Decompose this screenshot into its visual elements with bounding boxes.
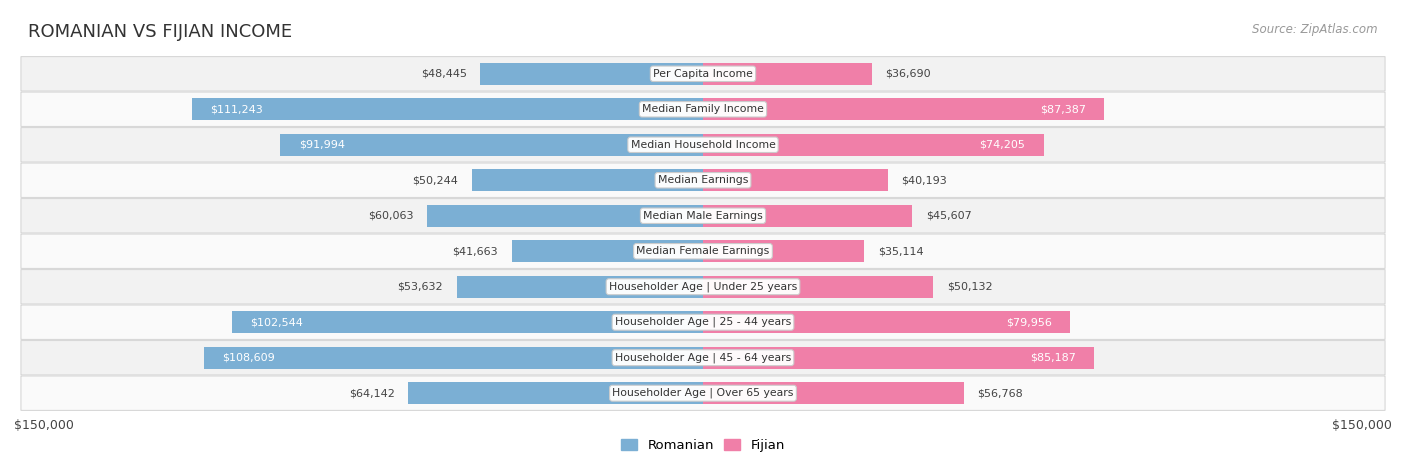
Bar	[703, 169, 887, 191]
Text: Source: ZipAtlas.com: Source: ZipAtlas.com	[1253, 23, 1378, 36]
Text: $111,243: $111,243	[211, 104, 263, 114]
Legend: Romanian, Fijian: Romanian, Fijian	[616, 434, 790, 458]
FancyBboxPatch shape	[21, 57, 1385, 91]
Text: Householder Age | 25 - 44 years: Householder Age | 25 - 44 years	[614, 317, 792, 327]
Text: $150,000: $150,000	[14, 419, 75, 432]
FancyBboxPatch shape	[21, 92, 1385, 127]
Bar	[427, 205, 703, 227]
FancyBboxPatch shape	[21, 163, 1385, 198]
Bar	[703, 311, 1070, 333]
Text: Householder Age | 45 - 64 years: Householder Age | 45 - 64 years	[614, 353, 792, 363]
Text: $64,142: $64,142	[349, 388, 395, 398]
Text: $74,205: $74,205	[980, 140, 1025, 150]
FancyBboxPatch shape	[21, 340, 1385, 375]
Bar	[703, 63, 872, 85]
Text: Householder Age | Over 65 years: Householder Age | Over 65 years	[612, 388, 794, 398]
Text: $36,690: $36,690	[886, 69, 931, 79]
Text: $79,956: $79,956	[1005, 317, 1052, 327]
Text: $41,663: $41,663	[453, 246, 498, 256]
Text: Householder Age | Under 25 years: Householder Age | Under 25 years	[609, 282, 797, 292]
Bar	[703, 347, 1094, 369]
Text: $50,132: $50,132	[948, 282, 993, 292]
Bar	[703, 382, 963, 404]
Bar	[703, 134, 1043, 156]
Text: $91,994: $91,994	[299, 140, 344, 150]
Text: Per Capita Income: Per Capita Income	[652, 69, 754, 79]
Text: Median Female Earnings: Median Female Earnings	[637, 246, 769, 256]
Bar	[512, 240, 703, 262]
Bar	[408, 382, 703, 404]
FancyBboxPatch shape	[21, 376, 1385, 410]
Text: $102,544: $102,544	[250, 317, 304, 327]
Text: Median Earnings: Median Earnings	[658, 175, 748, 185]
Text: $56,768: $56,768	[977, 388, 1024, 398]
FancyBboxPatch shape	[21, 198, 1385, 233]
Text: $87,387: $87,387	[1040, 104, 1085, 114]
Bar	[193, 98, 703, 120]
Bar	[204, 347, 703, 369]
Text: ROMANIAN VS FIJIAN INCOME: ROMANIAN VS FIJIAN INCOME	[28, 23, 292, 42]
FancyBboxPatch shape	[21, 234, 1385, 269]
Bar	[703, 98, 1104, 120]
Bar	[457, 276, 703, 298]
Bar	[703, 240, 865, 262]
Text: $60,063: $60,063	[368, 211, 413, 221]
Bar	[232, 311, 703, 333]
Text: $150,000: $150,000	[1331, 419, 1392, 432]
Bar	[472, 169, 703, 191]
Text: $40,193: $40,193	[901, 175, 948, 185]
Text: $50,244: $50,244	[412, 175, 458, 185]
Bar	[280, 134, 703, 156]
FancyBboxPatch shape	[21, 269, 1385, 304]
Text: Median Family Income: Median Family Income	[643, 104, 763, 114]
Text: $48,445: $48,445	[420, 69, 467, 79]
Text: Median Household Income: Median Household Income	[630, 140, 776, 150]
FancyBboxPatch shape	[21, 305, 1385, 340]
Text: $108,609: $108,609	[222, 353, 276, 363]
Text: $35,114: $35,114	[879, 246, 924, 256]
Text: $45,607: $45,607	[927, 211, 972, 221]
Bar	[481, 63, 703, 85]
Text: $53,632: $53,632	[398, 282, 443, 292]
Text: $85,187: $85,187	[1031, 353, 1076, 363]
FancyBboxPatch shape	[21, 127, 1385, 162]
Text: Median Male Earnings: Median Male Earnings	[643, 211, 763, 221]
Bar	[703, 205, 912, 227]
Bar	[703, 276, 934, 298]
